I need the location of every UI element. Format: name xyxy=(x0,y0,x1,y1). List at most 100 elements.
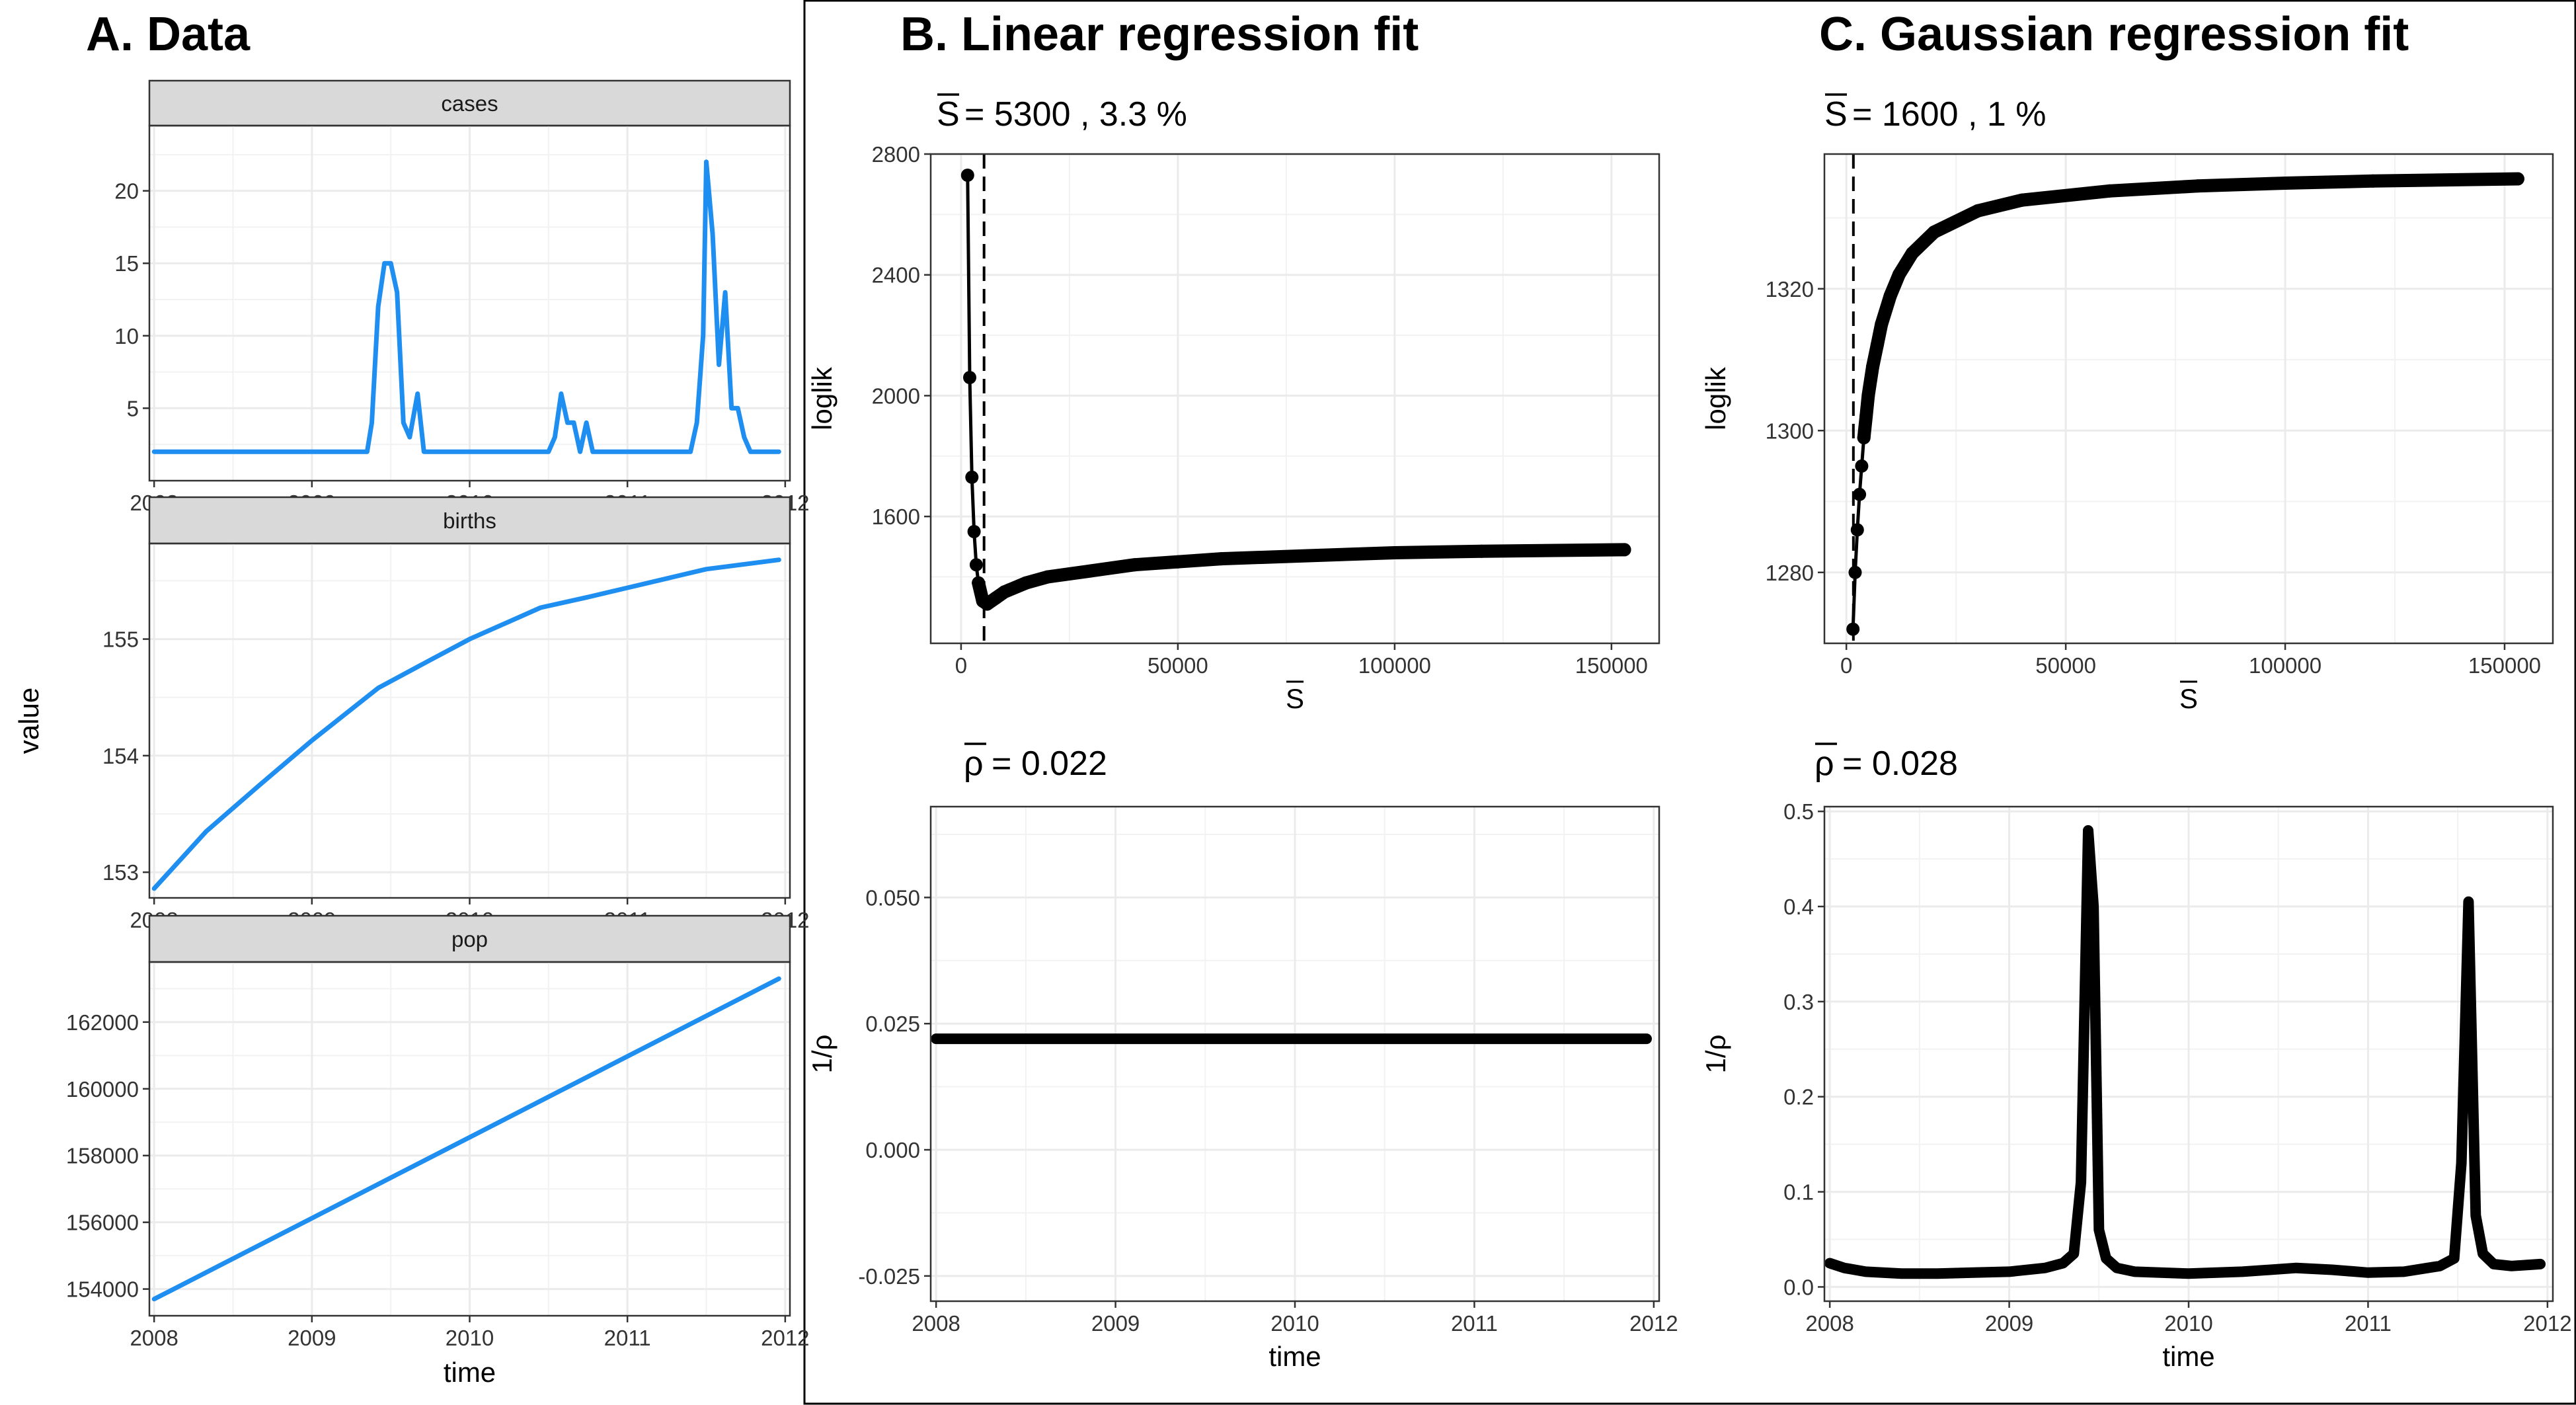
tick-label-x: 0 xyxy=(955,653,967,678)
dense-points-band xyxy=(1857,172,2524,444)
plot-linear-rho-layer: 2008 2009 2010 2011 2012 -0.025 0.000 0.025 0.05… xyxy=(806,743,1678,1372)
x-axis-label: S xyxy=(2179,683,2198,714)
tick-label-y: 155 xyxy=(102,627,139,652)
data-point xyxy=(1855,459,1869,473)
x-axis-label: time xyxy=(2162,1341,2214,1372)
tick-label-x: 2009 xyxy=(1985,1311,2033,1336)
tick-label-x: 2010 xyxy=(1270,1311,1319,1336)
facet-strip xyxy=(148,914,791,963)
plot-linear-rho: 2008 2009 2010 2011 2012 -0.025 0.000 0.025 0.05… xyxy=(806,743,1678,1372)
panel-border xyxy=(1823,153,2554,645)
facet-strip-label: cases xyxy=(441,91,498,116)
tick-label-y: 154 xyxy=(102,744,139,768)
annotation-value: = 1600 , 1 % xyxy=(1852,95,2046,134)
data-point xyxy=(965,470,979,484)
x-axis-label: time xyxy=(1268,1341,1321,1372)
y-axis-label: 1/ρ xyxy=(806,1035,838,1074)
tick-label-y: 158000 xyxy=(66,1144,139,1168)
panel-border xyxy=(148,124,791,482)
plot-data-pop-layer: pop 2008 2009 2010 2011 2012 154000 156000 15800… xyxy=(66,914,810,1350)
panel-border xyxy=(1823,805,2554,1303)
annotation-value: = 5300 , 3.3 % xyxy=(964,95,1187,134)
series-line xyxy=(151,976,781,1302)
series-line xyxy=(1824,825,2546,1279)
tick-label-y: 0.4 xyxy=(1783,895,1814,919)
tick-label-x: 2011 xyxy=(604,1326,651,1350)
plot-data-cases: cases 2008 2009 2010 2011 2012 5 10 15 20 time xyxy=(114,79,810,1388)
tick-label-y: 2000 xyxy=(872,383,920,408)
tick-label-x: 2011 xyxy=(1451,1311,1498,1336)
tick-label-x: 2010 xyxy=(446,1326,494,1350)
tick-label-x: 150000 xyxy=(1575,653,1648,678)
panel-b-title: B. Linear regression fit xyxy=(900,8,1419,61)
tick-label-y: 0.025 xyxy=(865,1012,920,1036)
data-point xyxy=(967,525,981,538)
tick-label-x: 100000 xyxy=(2249,653,2322,678)
tick-label-x: 2008 xyxy=(1805,1311,1854,1336)
tick-label-y: 0.050 xyxy=(865,885,920,910)
tick-label-y: 1320 xyxy=(1766,277,1814,301)
panel-border xyxy=(929,805,1660,1303)
tick-label-y: 15 xyxy=(114,251,139,276)
plot-data-births: births20082009201020112012153154155 xyxy=(102,496,810,932)
facet-strip-label: pop xyxy=(451,927,488,951)
annotation-symbol: S xyxy=(1824,95,1848,134)
facet-strip xyxy=(148,496,791,545)
tick-label-x: 2012 xyxy=(2523,1311,2571,1336)
x-axis-label: time xyxy=(444,1357,496,1388)
tick-label-y: 2800 xyxy=(872,142,920,167)
data-point xyxy=(969,558,983,572)
tick-label-y: 156000 xyxy=(66,1211,139,1235)
y-axis-label: 1/ρ xyxy=(1700,1035,1731,1074)
series-line xyxy=(151,159,781,454)
y-axis-label: loglik xyxy=(806,366,838,430)
tick-label-y: 5 xyxy=(127,396,139,421)
data-point xyxy=(1846,622,1860,636)
plot-data-births-layer: births20082009201020112012153154155 xyxy=(102,496,810,932)
tick-label-x: 2009 xyxy=(288,1326,336,1350)
tick-label-x: 50000 xyxy=(2035,653,2096,678)
annotation-value: = 0.028 xyxy=(1842,744,1958,783)
tick-label-y: 0.000 xyxy=(865,1138,920,1162)
tick-label-x: 2012 xyxy=(1629,1311,1678,1336)
tick-label-x: 2011 xyxy=(2345,1311,2392,1336)
data-point xyxy=(963,371,976,384)
tick-label-y: 0.0 xyxy=(1783,1275,1814,1299)
tick-label-y: 1600 xyxy=(872,504,920,529)
tick-label-y: 0.1 xyxy=(1783,1180,1814,1205)
plot-gaussian-rho: 2008 2009 2010 2011 2012 0.0 0.1 0.2 0.3 0.4 0.5 ti… xyxy=(1700,743,2572,1372)
annotation-symbol: ρ xyxy=(964,744,984,783)
plot-data-cases-layer: cases 2008 2009 2010 2011 2012 5 10 15 20 time xyxy=(114,79,810,1388)
tick-label-y: 162000 xyxy=(66,1010,139,1035)
plot-data-pop: pop 2008 2009 2010 2011 2012 154000 156000 15800… xyxy=(66,914,810,1350)
tick-label-y: 1300 xyxy=(1766,419,1814,443)
y-axis-label: loglik xyxy=(1700,366,1731,430)
tick-label-x: 150000 xyxy=(2468,653,2541,678)
fits-frame xyxy=(803,0,2576,1405)
tick-label-x: 2008 xyxy=(912,1311,960,1336)
panel-border xyxy=(929,153,1660,645)
x-axis-label: S xyxy=(1286,683,1304,714)
panel-a-ylabel: value xyxy=(13,688,44,754)
data-point xyxy=(960,169,974,182)
data-point xyxy=(1850,523,1864,537)
plot-gaussian-rho-layer: 2008 2009 2010 2011 2012 0.0 0.1 0.2 0.3 0.4 0.5 ti… xyxy=(1700,743,2572,1372)
facet-strip-label: births xyxy=(443,508,496,533)
tick-label-y: 154000 xyxy=(66,1277,139,1302)
tick-label-x: 50000 xyxy=(1148,653,1208,678)
tick-label-y: 10 xyxy=(114,324,139,348)
tick-label-y: 153 xyxy=(102,860,139,885)
tick-label-x: 2010 xyxy=(2164,1311,2212,1336)
annotation-symbol: S xyxy=(937,95,960,134)
tick-label-x: 2008 xyxy=(130,1326,178,1350)
tick-label-x: 100000 xyxy=(1358,653,1431,678)
plot-linear-loglik-layer: 0 50000 100000 150000 1600 2000 2400 2800 Slogli… xyxy=(806,93,1660,714)
panel-a-title: A. Data xyxy=(86,8,251,61)
annotation-symbol: ρ xyxy=(1815,744,1834,783)
data-point xyxy=(1848,565,1862,579)
annotation-value: = 0.022 xyxy=(992,744,1107,783)
